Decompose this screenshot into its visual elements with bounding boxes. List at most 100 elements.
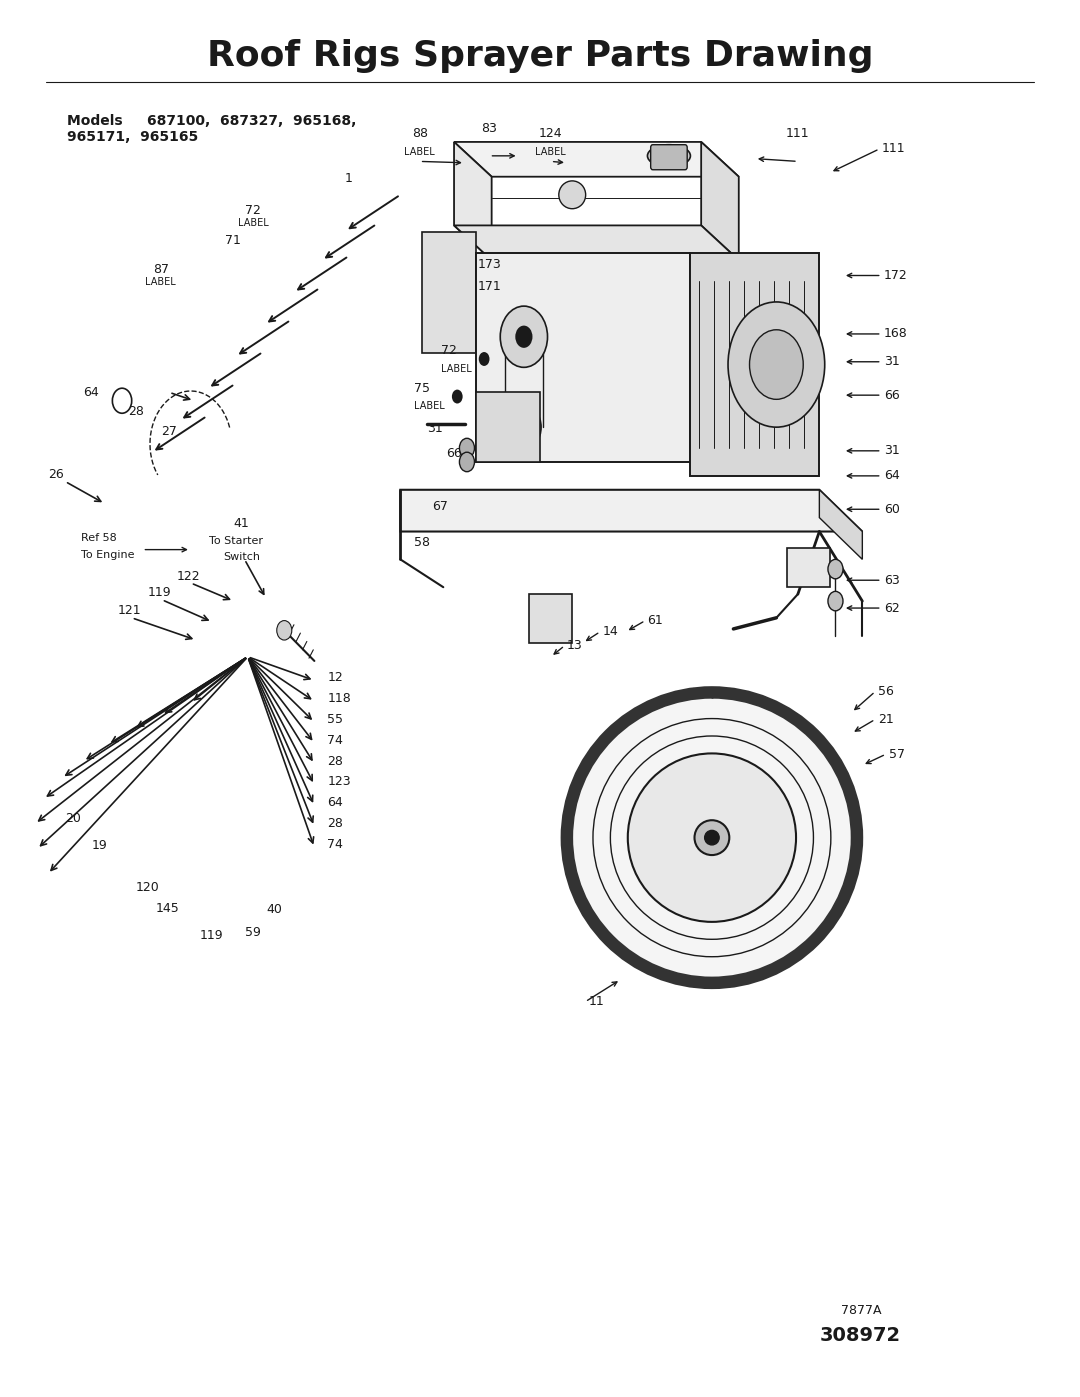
Text: 64: 64 — [327, 796, 343, 809]
Text: 308972: 308972 — [820, 1326, 901, 1345]
Polygon shape — [454, 142, 739, 176]
Text: 31: 31 — [428, 422, 443, 434]
Text: LABEL: LABEL — [536, 147, 566, 156]
Text: 74: 74 — [327, 838, 343, 851]
Polygon shape — [820, 490, 862, 559]
Text: 13: 13 — [567, 638, 582, 652]
Text: 120: 120 — [136, 882, 160, 894]
Text: 173: 173 — [477, 258, 501, 271]
Text: 121: 121 — [118, 605, 141, 617]
Text: Switch: Switch — [224, 552, 260, 562]
Polygon shape — [454, 225, 739, 260]
Text: 61: 61 — [647, 615, 663, 627]
Text: 28: 28 — [327, 817, 343, 830]
Text: 31: 31 — [883, 355, 900, 369]
Text: 41: 41 — [233, 517, 249, 529]
Ellipse shape — [627, 753, 796, 922]
Polygon shape — [529, 594, 572, 643]
Circle shape — [828, 559, 843, 578]
Circle shape — [478, 352, 489, 366]
Polygon shape — [475, 253, 690, 462]
Ellipse shape — [647, 145, 690, 168]
Polygon shape — [422, 232, 475, 353]
Text: Roof Rigs Sprayer Parts Drawing: Roof Rigs Sprayer Parts Drawing — [206, 39, 874, 73]
Text: 67: 67 — [433, 500, 448, 513]
Text: 26: 26 — [48, 468, 64, 481]
Text: 57: 57 — [889, 747, 905, 760]
Text: 56: 56 — [878, 685, 894, 698]
Text: 64: 64 — [83, 386, 99, 400]
Text: LABEL: LABEL — [238, 218, 269, 228]
Text: 7877A: 7877A — [841, 1305, 881, 1317]
Text: 118: 118 — [327, 692, 351, 705]
Circle shape — [459, 439, 474, 458]
Text: 55: 55 — [327, 712, 343, 726]
Text: LABEL: LABEL — [404, 147, 435, 156]
Polygon shape — [690, 253, 820, 476]
Text: 40: 40 — [266, 904, 282, 916]
Circle shape — [500, 306, 548, 367]
Text: 87: 87 — [152, 264, 168, 277]
Ellipse shape — [694, 820, 729, 855]
Text: 63: 63 — [883, 574, 900, 587]
Text: 58: 58 — [415, 536, 430, 549]
Text: 21: 21 — [878, 712, 894, 726]
Text: Ref 58: Ref 58 — [81, 534, 117, 543]
Text: 27: 27 — [161, 425, 177, 437]
Polygon shape — [701, 142, 739, 260]
Ellipse shape — [558, 180, 585, 208]
Text: 171: 171 — [477, 281, 501, 293]
Text: 31: 31 — [883, 444, 900, 457]
Text: 124: 124 — [539, 127, 563, 140]
Polygon shape — [454, 142, 491, 260]
Circle shape — [728, 302, 825, 427]
Text: 119: 119 — [148, 587, 172, 599]
Ellipse shape — [567, 693, 856, 983]
Text: 12: 12 — [327, 671, 343, 685]
Text: 123: 123 — [327, 775, 351, 788]
Text: 59: 59 — [244, 926, 260, 939]
Circle shape — [451, 390, 462, 404]
Circle shape — [515, 326, 532, 348]
Text: 60: 60 — [883, 503, 900, 515]
Text: 172: 172 — [883, 270, 907, 282]
Text: 72: 72 — [441, 344, 457, 358]
Circle shape — [276, 620, 292, 640]
Text: 168: 168 — [883, 327, 907, 341]
Text: 75: 75 — [415, 381, 430, 395]
Text: 66: 66 — [446, 447, 462, 460]
Circle shape — [750, 330, 804, 400]
Text: 119: 119 — [200, 929, 224, 942]
Text: 20: 20 — [65, 812, 81, 824]
Text: LABEL: LABEL — [415, 401, 445, 411]
Text: 72: 72 — [245, 204, 261, 217]
Text: LABEL: LABEL — [146, 278, 176, 288]
Text: 19: 19 — [92, 840, 108, 852]
Text: To Starter: To Starter — [210, 536, 264, 546]
Text: 64: 64 — [883, 469, 900, 482]
Text: To Engine: To Engine — [81, 550, 135, 560]
Text: 111: 111 — [786, 127, 810, 140]
Text: LABEL: LABEL — [441, 363, 472, 374]
Text: 145: 145 — [156, 902, 179, 915]
Text: 71: 71 — [226, 235, 241, 247]
Text: 11: 11 — [589, 995, 604, 1009]
Text: 83: 83 — [482, 122, 498, 134]
Text: 28: 28 — [129, 405, 145, 418]
Text: 111: 111 — [881, 142, 905, 155]
Text: 122: 122 — [177, 570, 201, 583]
Text: 14: 14 — [603, 626, 618, 638]
Text: 62: 62 — [883, 602, 900, 615]
Text: 1: 1 — [345, 172, 352, 184]
Circle shape — [459, 453, 474, 472]
Polygon shape — [475, 393, 540, 462]
Circle shape — [828, 591, 843, 610]
Text: Models     687100,  687327,  965168,
965171,  965165: Models 687100, 687327, 965168, 965171, 9… — [67, 115, 356, 144]
Text: 74: 74 — [327, 733, 343, 747]
FancyBboxPatch shape — [650, 145, 687, 170]
Text: 28: 28 — [327, 754, 343, 767]
Polygon shape — [787, 548, 831, 587]
Text: 88: 88 — [411, 127, 428, 140]
Polygon shape — [401, 490, 862, 531]
Ellipse shape — [704, 830, 719, 845]
